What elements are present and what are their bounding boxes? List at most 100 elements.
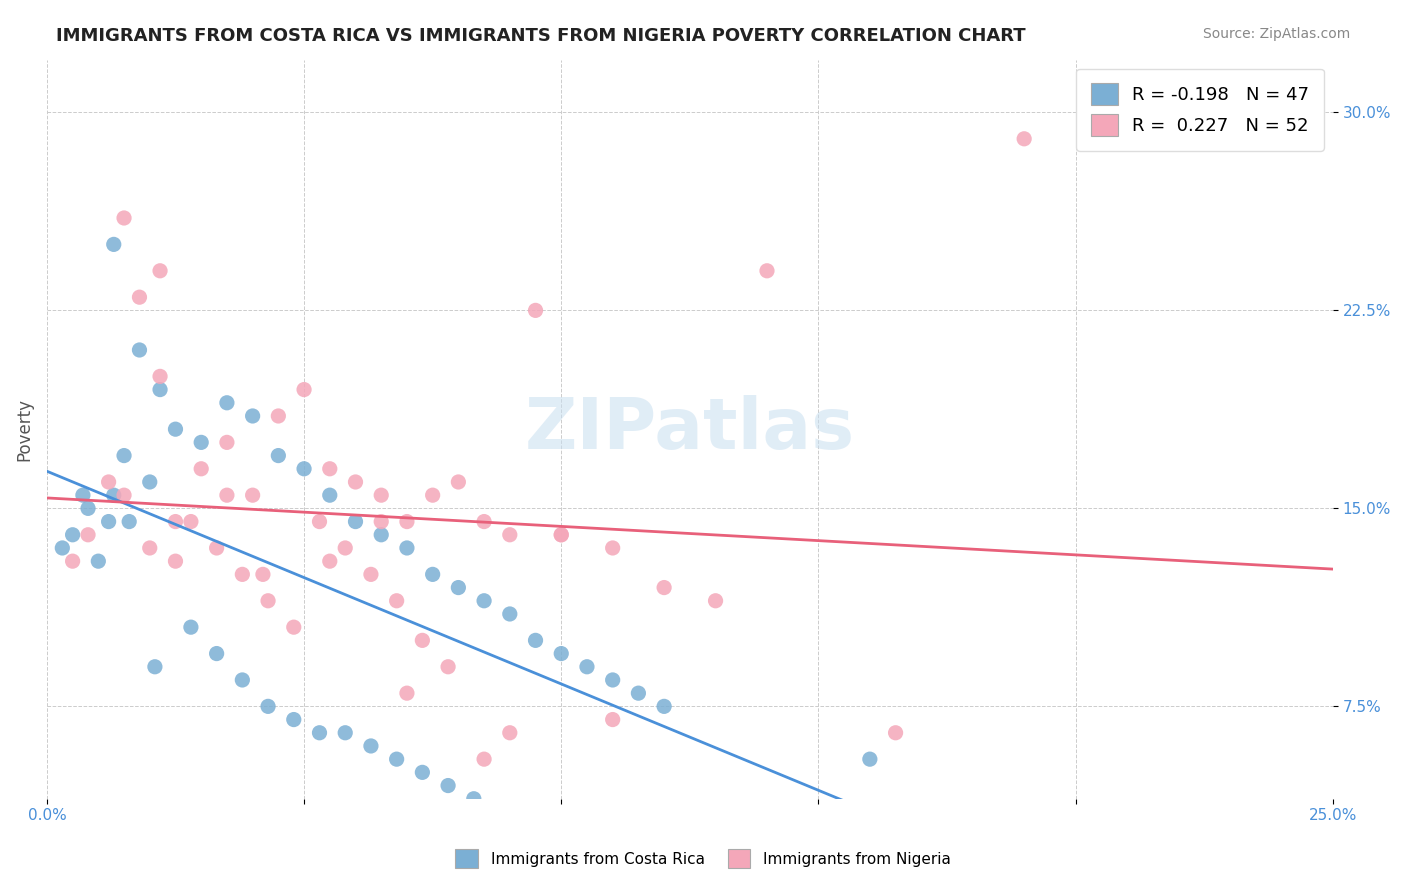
Point	[205, 541, 228, 555]
Point	[499, 607, 522, 621]
Point	[257, 699, 280, 714]
Point	[149, 369, 172, 384]
Point	[385, 752, 408, 766]
Point	[257, 594, 280, 608]
Point	[385, 594, 408, 608]
Point	[267, 409, 290, 423]
Point	[463, 791, 485, 805]
Point	[550, 647, 572, 661]
Point	[319, 488, 342, 502]
Point	[627, 686, 650, 700]
Point	[395, 686, 418, 700]
Point	[149, 264, 172, 278]
Point	[87, 554, 110, 568]
Point	[112, 488, 135, 502]
Point	[103, 237, 125, 252]
Point	[575, 659, 598, 673]
Point	[77, 501, 100, 516]
Point	[118, 515, 141, 529]
Point	[283, 713, 305, 727]
Point	[242, 409, 264, 423]
Point	[190, 435, 212, 450]
Point	[437, 659, 460, 673]
Point	[143, 659, 166, 673]
Point	[447, 581, 470, 595]
Point	[215, 488, 238, 502]
Point	[411, 765, 433, 780]
Point	[215, 396, 238, 410]
Point	[360, 567, 382, 582]
Point	[128, 290, 150, 304]
Point	[524, 633, 547, 648]
Point	[335, 725, 357, 739]
Point	[395, 541, 418, 555]
Text: Source: ZipAtlas.com: Source: ZipAtlas.com	[1202, 27, 1350, 41]
Point	[231, 673, 253, 687]
Point	[524, 303, 547, 318]
Point	[252, 567, 274, 582]
Point	[422, 488, 444, 502]
Point	[652, 699, 675, 714]
Point	[395, 515, 418, 529]
Point	[335, 541, 357, 555]
Point	[437, 779, 460, 793]
Point	[51, 541, 73, 555]
Point	[602, 541, 624, 555]
Point	[72, 488, 94, 502]
Text: ZIPatlas: ZIPatlas	[524, 394, 855, 464]
Point	[112, 211, 135, 225]
Point	[112, 449, 135, 463]
Point	[652, 581, 675, 595]
Point	[308, 725, 330, 739]
Point	[411, 633, 433, 648]
Point	[165, 422, 187, 436]
Point	[97, 475, 120, 489]
Point	[319, 462, 342, 476]
Point	[319, 554, 342, 568]
Point	[602, 673, 624, 687]
Point	[472, 515, 495, 529]
Point	[550, 528, 572, 542]
Point	[550, 528, 572, 542]
Point	[370, 515, 392, 529]
Point	[472, 594, 495, 608]
Point	[756, 264, 779, 278]
Point	[859, 752, 882, 766]
Text: IMMIGRANTS FROM COSTA RICA VS IMMIGRANTS FROM NIGERIA POVERTY CORRELATION CHART: IMMIGRANTS FROM COSTA RICA VS IMMIGRANTS…	[56, 27, 1026, 45]
Point	[205, 647, 228, 661]
Point	[97, 515, 120, 529]
Y-axis label: Poverty: Poverty	[15, 398, 32, 460]
Point	[215, 435, 238, 450]
Point	[447, 475, 470, 489]
Point	[139, 541, 162, 555]
Point	[165, 554, 187, 568]
Point	[103, 488, 125, 502]
Point	[422, 567, 444, 582]
Point	[602, 713, 624, 727]
Point	[370, 528, 392, 542]
Point	[1012, 132, 1035, 146]
Point	[499, 528, 522, 542]
Point	[360, 739, 382, 753]
Point	[77, 528, 100, 542]
Legend: Immigrants from Costa Rica, Immigrants from Nigeria: Immigrants from Costa Rica, Immigrants f…	[449, 841, 957, 875]
Point	[292, 383, 315, 397]
Point	[344, 515, 367, 529]
Point	[62, 528, 84, 542]
Point	[180, 515, 202, 529]
Point	[472, 752, 495, 766]
Point	[242, 488, 264, 502]
Point	[139, 475, 162, 489]
Point	[180, 620, 202, 634]
Point	[190, 462, 212, 476]
Point	[165, 515, 187, 529]
Point	[128, 343, 150, 357]
Point	[267, 449, 290, 463]
Point	[231, 567, 253, 582]
Point	[370, 488, 392, 502]
Point	[704, 594, 727, 608]
Point	[292, 462, 315, 476]
Point	[499, 725, 522, 739]
Point	[283, 620, 305, 634]
Point	[149, 383, 172, 397]
